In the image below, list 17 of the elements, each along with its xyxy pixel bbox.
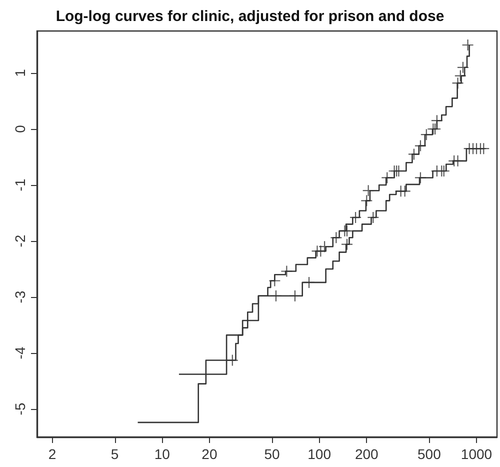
y-tick-label: -1 [12,178,28,192]
x-tick-label: 200 [354,446,379,462]
y-tick-label: -2 [12,234,28,248]
x-tick-label: 50 [264,446,280,462]
y-tick-label: -3 [12,290,28,304]
chart-title: Log-log curves for clinic, adjusted for prison and dose [56,8,444,25]
y-tick-label: 0 [12,124,28,133]
x-tick-label: 5 [110,446,119,462]
y-tick-label: -5 [12,402,28,416]
y-tick-label: -4 [12,346,28,360]
x-tick-label: 10 [154,446,170,462]
x-tick-label: 100 [308,446,332,462]
x-tick-label: 2 [48,446,56,462]
x-tick-label: 500 [418,446,442,462]
x-tick-label: 20 [202,446,218,462]
x-tick-label: 1000 [460,446,492,462]
y-tick-label: 1 [12,68,28,77]
